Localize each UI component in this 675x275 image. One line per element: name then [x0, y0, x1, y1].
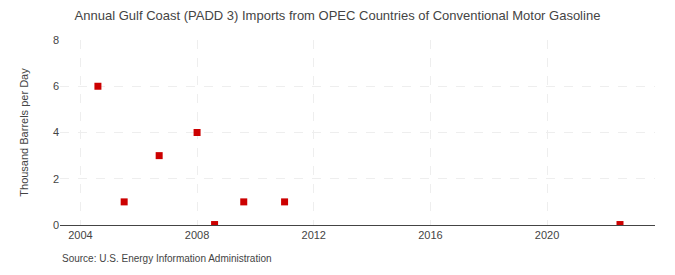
svg-text:8: 8: [53, 34, 59, 46]
svg-text:Thousand Barrels per Day: Thousand Barrels per Day: [18, 68, 30, 197]
svg-text:Source: U.S. Energy Informatio: Source: U.S. Energy Information Administ…: [62, 253, 272, 264]
svg-text:2004: 2004: [68, 229, 92, 241]
svg-text:2016: 2016: [418, 229, 442, 241]
svg-text:6: 6: [53, 80, 59, 92]
svg-text:2008: 2008: [185, 229, 209, 241]
svg-text:2: 2: [53, 173, 59, 185]
svg-text:0: 0: [53, 219, 59, 231]
svg-text:2020: 2020: [535, 229, 559, 241]
svg-text:4: 4: [53, 126, 59, 138]
svg-text:2012: 2012: [302, 229, 326, 241]
svg-text:Annual Gulf Coast (PADD 3) Imp: Annual Gulf Coast (PADD 3) Imports from …: [75, 8, 601, 23]
